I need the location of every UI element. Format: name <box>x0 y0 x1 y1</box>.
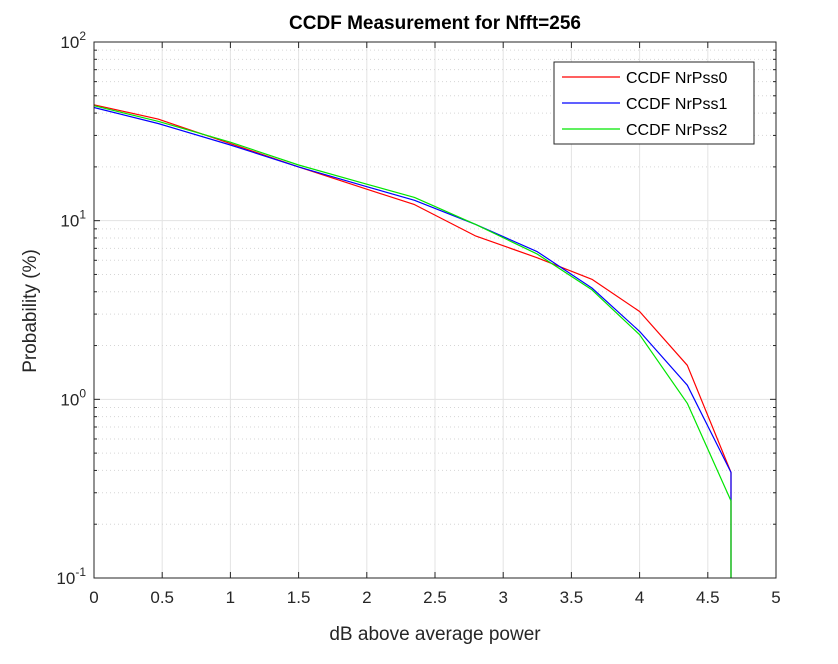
x-tick-label: 2 <box>362 588 371 607</box>
y-tick-label: 10-1 <box>56 565 86 588</box>
legend-label: CCDF NrPss2 <box>626 122 727 139</box>
legend-label: CCDF NrPss1 <box>626 96 727 113</box>
series-line-2 <box>93 105 732 578</box>
x-axis-label: dB above average power <box>329 624 541 645</box>
axis-ticks: 0 0.5 1 1.5 2 2.5 3 3.5 4 4.5 5 10-1 100 101 102 <box>56 29 780 607</box>
x-tick-label: 1.5 <box>287 588 311 607</box>
x-tick-label: 0 <box>89 588 98 607</box>
series-lines <box>93 104 732 578</box>
chart-title: CCDF Measurement for Nfft=256 <box>289 13 581 34</box>
y-tick-label: 102 <box>60 29 86 52</box>
x-tick-label: 0.5 <box>150 588 174 607</box>
series-line-0 <box>93 104 732 578</box>
x-tick-label: 5 <box>771 588 780 607</box>
y-axis-label: Probability (%) <box>20 249 41 373</box>
legend-label: CCDF NrPss0 <box>626 70 727 87</box>
x-tick-label: 3 <box>498 588 507 607</box>
legend: CCDF NrPss0 CCDF NrPss1 CCDF NrPss2 <box>553 61 755 145</box>
x-tick-label: 4 <box>635 588 644 607</box>
x-tick-label: 4.5 <box>696 588 720 607</box>
x-tick-label: 1 <box>226 588 235 607</box>
y-tick-label: 101 <box>60 208 86 231</box>
plot-frame <box>93 41 777 579</box>
legend-box <box>553 61 755 145</box>
x-tick-label: 2.5 <box>423 588 447 607</box>
x-tick-label: 3.5 <box>560 588 584 607</box>
y-tick-label: 100 <box>60 386 86 409</box>
